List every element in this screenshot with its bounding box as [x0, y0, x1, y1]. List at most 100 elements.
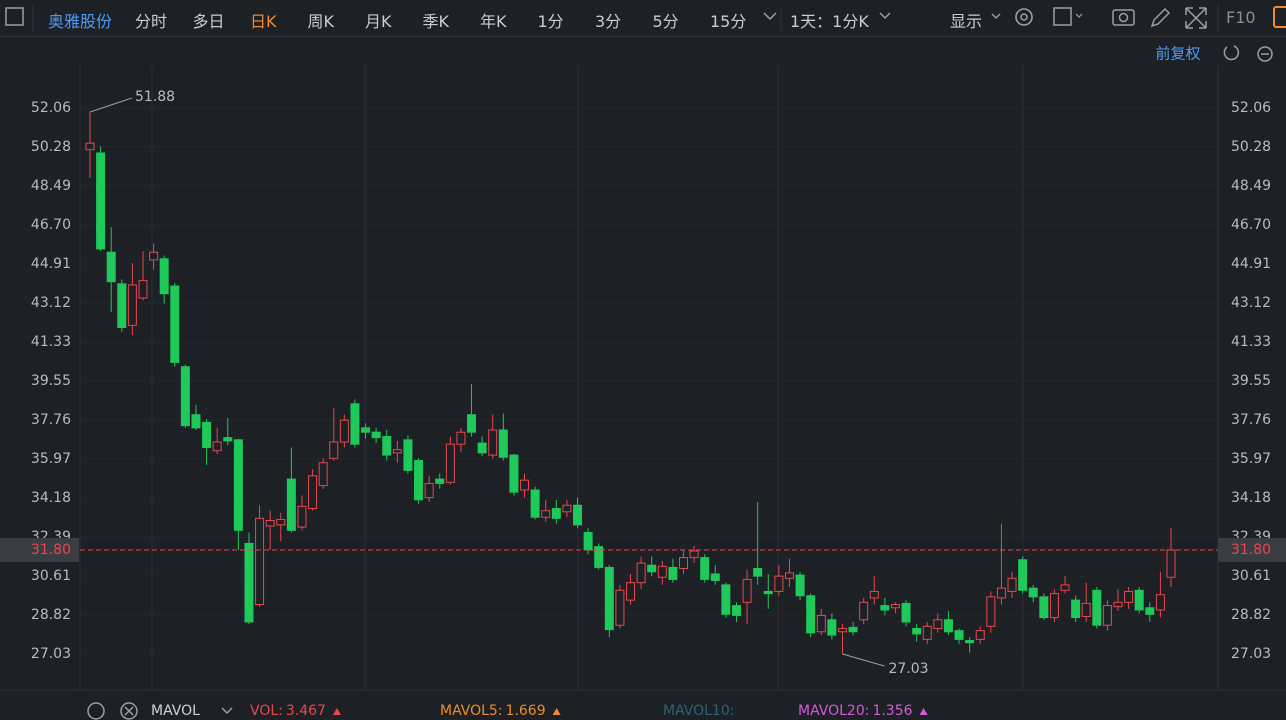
candle-body [361, 427, 371, 433]
candle-body [742, 578, 752, 603]
y-tick-label: 27.03 [31, 646, 71, 662]
indicator-close[interactable] [120, 702, 138, 720]
candle-body [626, 582, 635, 601]
candle-body [520, 479, 530, 491]
candle-body [350, 403, 360, 445]
y-tick-label-right: 48.49 [1231, 178, 1271, 194]
max-pointer [89, 97, 133, 113]
y-tick-label-right: 46.70 [1231, 217, 1271, 233]
candle-body [1060, 584, 1070, 591]
candle-body [806, 595, 816, 634]
period-tab[interactable]: 分时 [135, 12, 168, 31]
candle-body [965, 639, 975, 644]
indicator-label: VOL: [250, 703, 283, 719]
y-tick-label: 46.70 [31, 217, 71, 233]
period-tab[interactable]: 15分 [710, 12, 747, 31]
settings-icon[interactable] [1015, 8, 1033, 26]
trend-arrow [919, 708, 928, 715]
candle-body [202, 421, 212, 448]
chevron[interactable] [1075, 13, 1083, 18]
candle-body [763, 590, 773, 595]
zoom-out-icon[interactable] [1257, 46, 1273, 62]
candle-body [604, 566, 614, 631]
candle-body [286, 478, 296, 531]
y-tick-label: 44.91 [31, 256, 71, 272]
chevron[interactable] [763, 12, 777, 21]
period-tab[interactable]: 1分 [537, 12, 564, 31]
candle-body [180, 366, 190, 427]
candle-body [1018, 559, 1028, 591]
period-tab[interactable]: 3分 [595, 12, 622, 31]
candle-body [954, 630, 964, 640]
y-tick-label: 30.61 [31, 568, 71, 584]
candle-body [530, 489, 540, 518]
period-tab[interactable]: 季K [422, 12, 450, 31]
indicator-name[interactable]: MAVOL [151, 703, 200, 719]
camera-lens [1118, 12, 1129, 23]
candle-body [975, 630, 985, 640]
period-tab[interactable]: 年K [480, 12, 507, 31]
period-tab[interactable]: 日K [250, 12, 277, 31]
range-select[interactable]: 1天：1分K [790, 12, 869, 31]
chevron[interactable] [879, 12, 891, 20]
min-label: 27.03 [888, 661, 928, 677]
candle-body [657, 565, 667, 578]
candle-body [1155, 594, 1165, 611]
close-cross [124, 706, 134, 716]
y-tick-label: 37.76 [31, 412, 71, 428]
candle-body [318, 462, 328, 487]
candle-body [816, 614, 826, 633]
candle-body [127, 284, 137, 326]
chevron[interactable] [991, 13, 1001, 20]
undo-icon[interactable] [1223, 45, 1240, 61]
candle-body [276, 518, 286, 526]
candle-body [901, 602, 911, 623]
max-label: 51.88 [135, 89, 175, 105]
candle-body [488, 429, 498, 456]
display-menu[interactable]: 显示 [950, 12, 983, 31]
sidebar-icon[interactable] [5, 7, 24, 26]
candle-body [445, 443, 455, 483]
last-price-label-right: 31.80 [1231, 542, 1271, 558]
candle-body [689, 550, 699, 559]
candle-body [477, 442, 487, 454]
period-tab[interactable]: 多日 [192, 12, 225, 31]
indicator-value: 1.356 [872, 703, 912, 719]
candle-body [138, 280, 148, 299]
pencil-icon[interactable] [1150, 7, 1171, 28]
y-tick-label: 35.97 [31, 451, 71, 467]
adjust-mode[interactable]: 前复权 [1155, 45, 1200, 63]
candle-body [223, 437, 233, 442]
candle-body [933, 619, 943, 629]
y-tick-label-right: 35.97 [1231, 451, 1271, 467]
candle-body [753, 568, 763, 577]
stock-name[interactable]: 奥雅股份 [48, 12, 113, 31]
y-tick-label-right: 41.33 [1231, 334, 1271, 350]
candle-body [996, 587, 1006, 599]
candle-body [1071, 599, 1081, 619]
period-tab[interactable]: 5分 [652, 12, 679, 31]
trend-arrow [332, 708, 341, 715]
indicator-settings[interactable] [87, 702, 105, 720]
chevron[interactable] [221, 707, 233, 715]
f10-button[interactable]: F10 [1226, 8, 1256, 27]
candle-body [774, 575, 784, 592]
last-price-label: 31.80 [31, 542, 71, 558]
candle-body [784, 572, 794, 579]
candle-body [943, 619, 953, 633]
candle-body [859, 601, 869, 621]
y-tick-label: 43.12 [31, 295, 71, 311]
candle-body [233, 439, 243, 531]
candle-body [731, 605, 741, 616]
candle-body [392, 449, 402, 454]
candle-body [1039, 596, 1049, 619]
candle-body [1007, 577, 1017, 592]
period-tab[interactable]: 月K [365, 12, 392, 31]
candle-body [371, 431, 381, 439]
period-tab[interactable]: 周K [307, 12, 335, 31]
candle-body [106, 251, 116, 283]
panel-icon[interactable] [1273, 6, 1286, 28]
fullscreen-icon[interactable] [1185, 7, 1207, 29]
box-icon[interactable] [1053, 7, 1072, 26]
camera-icon[interactable] [1112, 9, 1135, 26]
